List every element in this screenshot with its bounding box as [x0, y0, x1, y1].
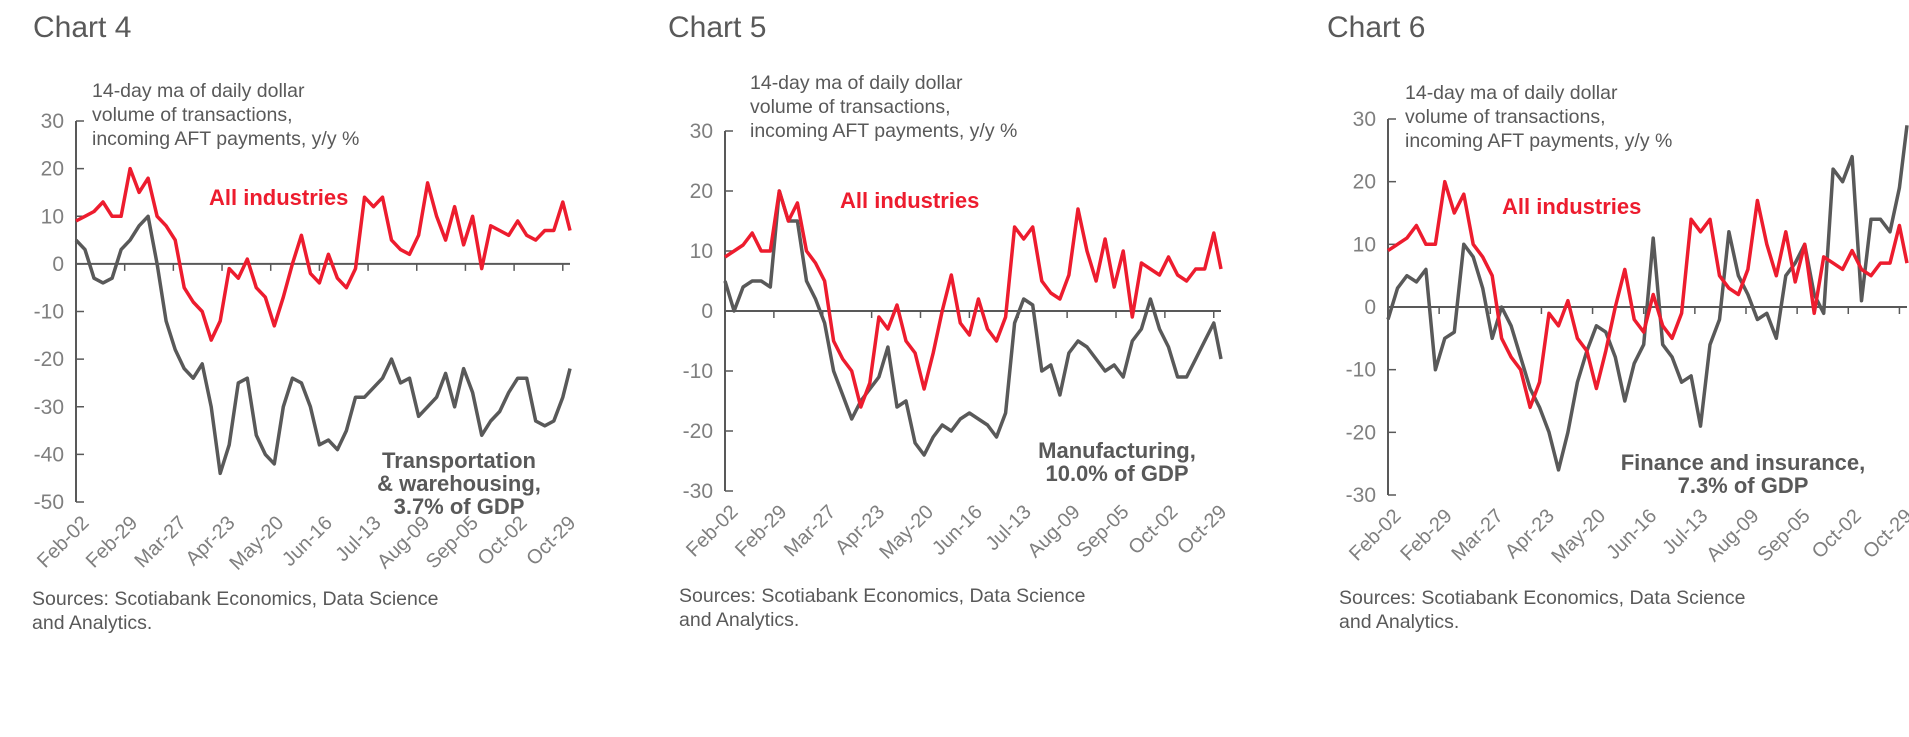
x-tick-label: Mar-27	[131, 512, 191, 572]
sector-label: 7.3% of GDP	[1678, 473, 1809, 498]
sector-line	[723, 189, 1223, 457]
x-tick-label: Jun-16	[278, 512, 337, 571]
all-industries-label: All industries	[209, 185, 348, 210]
y-tick-label: -50	[34, 491, 64, 514]
axis-subtitle-line: 14-day ma of daily dollar	[92, 80, 305, 102]
axis-subtitle-line: 14-day ma of daily dollar	[750, 72, 963, 94]
sector-label: Finance and insurance,	[1621, 450, 1866, 475]
axis-subtitle-line: volume of transactions,	[1405, 106, 1606, 128]
y-tick-label: 0	[701, 300, 713, 323]
sector-line	[74, 214, 572, 476]
x-tick-label: Jun-16	[1602, 505, 1661, 564]
axis-subtitle-line: incoming AFT payments, y/y %	[750, 120, 1017, 142]
x-tick-label: Mar-27	[1447, 505, 1507, 565]
x-tick-label: Sep-05	[1072, 501, 1133, 562]
axis-subtitle-line: volume of transactions,	[92, 104, 293, 126]
x-tick-label: Oct-02	[1808, 505, 1866, 563]
y-tick-label: 0	[52, 253, 64, 276]
axis-subtitle-line: volume of transactions,	[750, 96, 951, 118]
sector-line	[1386, 125, 1909, 472]
y-tick-label: 20	[1353, 171, 1376, 194]
x-tick-label: Feb-02	[33, 512, 93, 572]
x-tick-label: Mar-27	[780, 501, 840, 561]
y-tick-label: -20	[683, 420, 713, 443]
x-tick-label: Sep-05	[422, 512, 483, 573]
x-tick-label: Feb-02	[682, 501, 742, 561]
source-note: and Analytics.	[32, 612, 152, 634]
y-tick-label: 30	[1353, 108, 1376, 131]
x-tick-label: Feb-29	[82, 512, 142, 572]
x-tick-label: Aug-09	[1702, 505, 1763, 566]
all-industries-label: All industries	[1502, 194, 1641, 219]
all-industries-line	[724, 189, 1223, 409]
all-industries-line	[75, 166, 572, 342]
x-tick-label: Aug-09	[373, 512, 434, 573]
y-tick-label: -20	[34, 348, 64, 371]
x-tick-label: May-20	[1547, 505, 1610, 568]
y-tick-label: 10	[41, 205, 64, 228]
sector-label: Manufacturing,	[1038, 438, 1196, 463]
y-tick-label: -10	[683, 360, 713, 383]
y-tick-label: -40	[34, 443, 64, 466]
source-note: and Analytics.	[1339, 611, 1459, 633]
source-note: and Analytics.	[679, 609, 799, 631]
axis-subtitle-line: incoming AFT payments, y/y %	[92, 128, 359, 150]
sector-label: 3.7% of GDP	[394, 494, 525, 519]
x-tick-label: Feb-29	[731, 501, 791, 561]
chart-title: Chart 4	[33, 11, 131, 44]
all-industries-label: All industries	[840, 188, 979, 213]
x-tick-label: Oct-29	[1859, 505, 1909, 563]
x-tick-label: May-20	[875, 501, 938, 564]
source-note: Sources: Scotiabank Economics, Data Scie…	[679, 585, 1085, 607]
sector-label: 10.0% of GDP	[1045, 461, 1188, 486]
chart-title: Chart 5	[668, 11, 766, 44]
sector-label: & warehousing,	[377, 471, 541, 496]
x-tick-label: Oct-29	[1173, 501, 1231, 559]
x-tick-label: Jun-16	[928, 501, 987, 560]
source-note: Sources: Scotiabank Economics, Data Scie…	[1339, 587, 1745, 609]
x-tick-label: Feb-29	[1396, 505, 1456, 565]
y-tick-label: 10	[1353, 233, 1376, 256]
x-tick-label: May-20	[226, 512, 289, 575]
y-tick-label: -10	[34, 301, 64, 324]
y-tick-label: -30	[683, 480, 713, 503]
axis-subtitle-line: 14-day ma of daily dollar	[1405, 82, 1618, 104]
y-tick-label: 0	[1364, 296, 1376, 319]
y-tick-label: -10	[1346, 359, 1376, 382]
x-tick-label: Aug-09	[1024, 501, 1085, 562]
axis-subtitle-line: incoming AFT payments, y/y %	[1405, 130, 1672, 152]
source-note: Sources: Scotiabank Economics, Data Scie…	[32, 588, 438, 610]
x-tick-label: Oct-29	[522, 512, 580, 570]
y-tick-label: 30	[41, 110, 64, 133]
y-tick-label: -30	[1346, 484, 1376, 507]
y-tick-label: 10	[690, 240, 713, 263]
all-industries-line	[1387, 179, 1909, 410]
sector-label: Transportation	[382, 448, 536, 473]
x-tick-label: Oct-02	[1124, 501, 1182, 559]
y-tick-label: 30	[690, 120, 713, 143]
chart-title: Chart 6	[1327, 11, 1425, 44]
x-tick-label: Feb-02	[1345, 505, 1405, 565]
y-tick-label: -20	[1346, 421, 1376, 444]
x-tick-label: Sep-05	[1754, 505, 1815, 566]
y-tick-label: 20	[690, 180, 713, 203]
x-tick-label: Oct-02	[474, 512, 532, 570]
y-tick-label: 20	[41, 158, 64, 181]
y-tick-label: -30	[34, 396, 64, 419]
